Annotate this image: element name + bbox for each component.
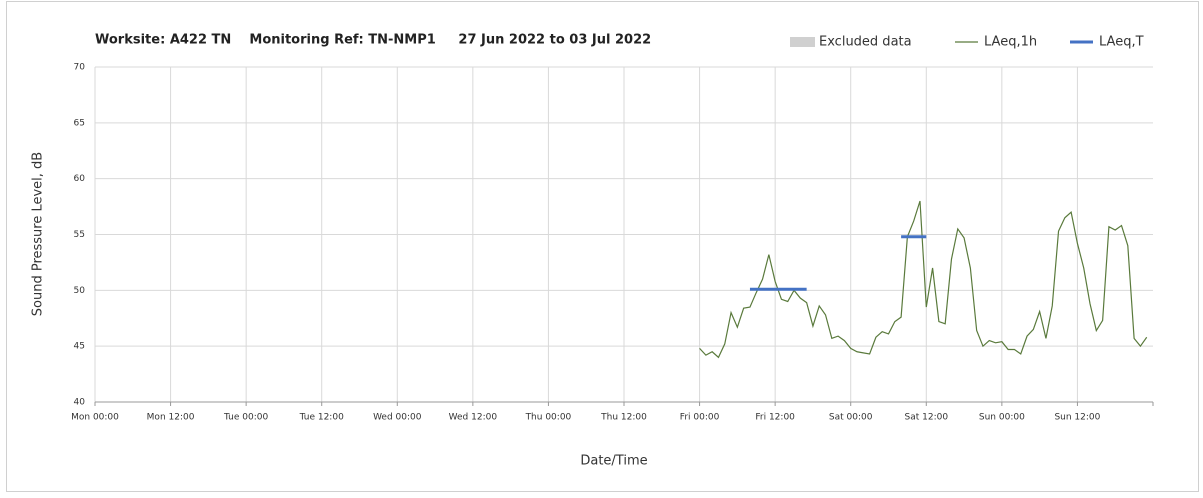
y-tick-label: 45 xyxy=(74,342,85,352)
y-axis-label: Sound Pressure Level, dB xyxy=(31,152,46,316)
x-tick-label: Tue 00:00 xyxy=(223,413,268,423)
x-tick-label: Sun 00:00 xyxy=(979,413,1025,423)
y-tick-label: 60 xyxy=(74,174,86,184)
legend-swatch xyxy=(790,37,815,47)
x-tick-label: Tue 12:00 xyxy=(299,413,344,423)
x-axis-label: Date/Time xyxy=(580,454,647,469)
series-line xyxy=(699,200,1148,359)
series-line xyxy=(749,235,927,291)
x-tick-label: Thu 00:00 xyxy=(525,413,572,423)
x-tick-label: Thu 12:00 xyxy=(600,413,647,423)
y-tick-label: 55 xyxy=(74,230,85,240)
x-tick-label: Sat 12:00 xyxy=(905,413,949,423)
legend-label: LAeq,1h xyxy=(984,35,1037,50)
x-tick-label: Fri 00:00 xyxy=(680,413,720,423)
x-tick-label: Wed 00:00 xyxy=(373,413,422,423)
frame xyxy=(6,1,1199,492)
y-tick-label: 50 xyxy=(74,286,86,296)
legend-label: Excluded data xyxy=(819,35,912,50)
legend-label: LAeq,T xyxy=(1099,35,1144,50)
chart-title: Worksite: A422 TN Monitoring Ref: TN-NMP… xyxy=(95,33,651,48)
y-tick-label: 40 xyxy=(74,398,86,408)
y-tick-label: 70 xyxy=(74,63,86,73)
x-tick-label: Fri 12:00 xyxy=(755,413,795,423)
y-tick-label: 65 xyxy=(74,118,85,128)
x-tick-label: Sun 12:00 xyxy=(1054,413,1100,423)
x-tick-label: Mon 12:00 xyxy=(147,413,195,423)
x-tick-label: Sat 00:00 xyxy=(829,413,873,423)
x-tick-label: Wed 12:00 xyxy=(449,413,498,423)
x-tick-label: Mon 00:00 xyxy=(71,413,119,423)
